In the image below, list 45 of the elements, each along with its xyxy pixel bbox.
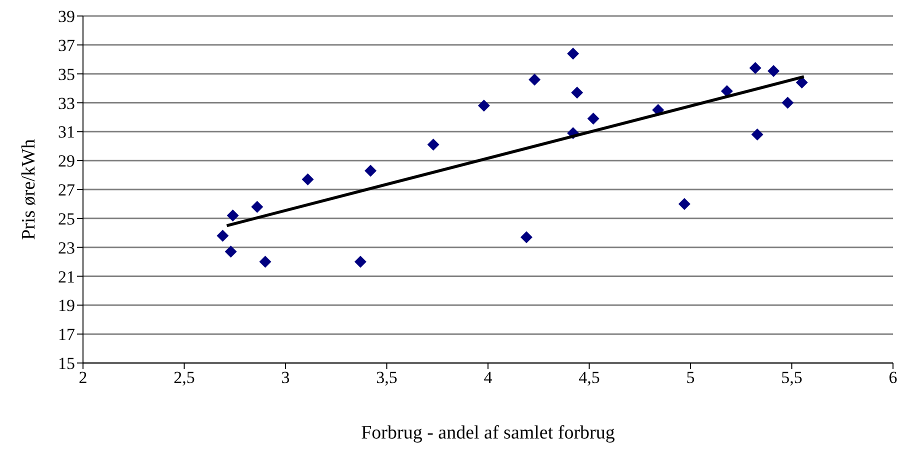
x-tick-label: 6: [888, 368, 898, 388]
point: [302, 173, 314, 186]
x-tick-label: 4,5: [578, 368, 600, 388]
y-tick-label: 17: [58, 325, 76, 344]
point: [528, 74, 541, 86]
y-axis-title: Pris øre/kWh: [18, 138, 40, 240]
y-tick-label: 23: [58, 238, 75, 258]
point: [567, 48, 580, 60]
point: [354, 256, 366, 268]
x-axis-title: Forbrug - andel af samlet forbrug: [361, 422, 616, 444]
point: [768, 64, 780, 77]
point: [364, 164, 377, 177]
point: [796, 76, 808, 89]
y-tick-label: 39: [58, 7, 75, 26]
x-tick-label: 5,5: [781, 368, 802, 388]
y-tick-label: 27: [58, 180, 76, 200]
point: [478, 100, 490, 112]
y-tick-label: 37: [58, 36, 76, 55]
y-tick-label: 15: [58, 354, 75, 374]
x-tick-label: 3,5: [376, 368, 398, 388]
x-tick-label: 4: [484, 368, 493, 388]
point: [216, 230, 229, 242]
y-tick-label: 25: [58, 209, 75, 228]
point: [749, 62, 762, 74]
point: [520, 231, 532, 244]
point: [251, 200, 264, 213]
x-tick-label: 5: [686, 368, 695, 388]
y-tick-label: 21: [58, 267, 75, 286]
y-tick-label: 33: [58, 94, 75, 113]
y-tick-label: 31: [58, 122, 75, 142]
y-tick-label: 19: [58, 296, 75, 316]
y-tick-label: 35: [58, 64, 75, 84]
point: [226, 210, 239, 222]
x-tick-label: 2,5: [174, 368, 195, 388]
point: [678, 198, 690, 210]
point: [587, 112, 600, 125]
point: [427, 138, 440, 151]
point: [224, 246, 237, 258]
x-tick-label: 2: [78, 368, 88, 388]
point: [751, 128, 764, 141]
x-tick-label: 3: [281, 368, 290, 388]
point: [782, 96, 794, 109]
point: [571, 86, 584, 99]
y-tick-label: 29: [58, 152, 75, 171]
point: [259, 256, 272, 268]
